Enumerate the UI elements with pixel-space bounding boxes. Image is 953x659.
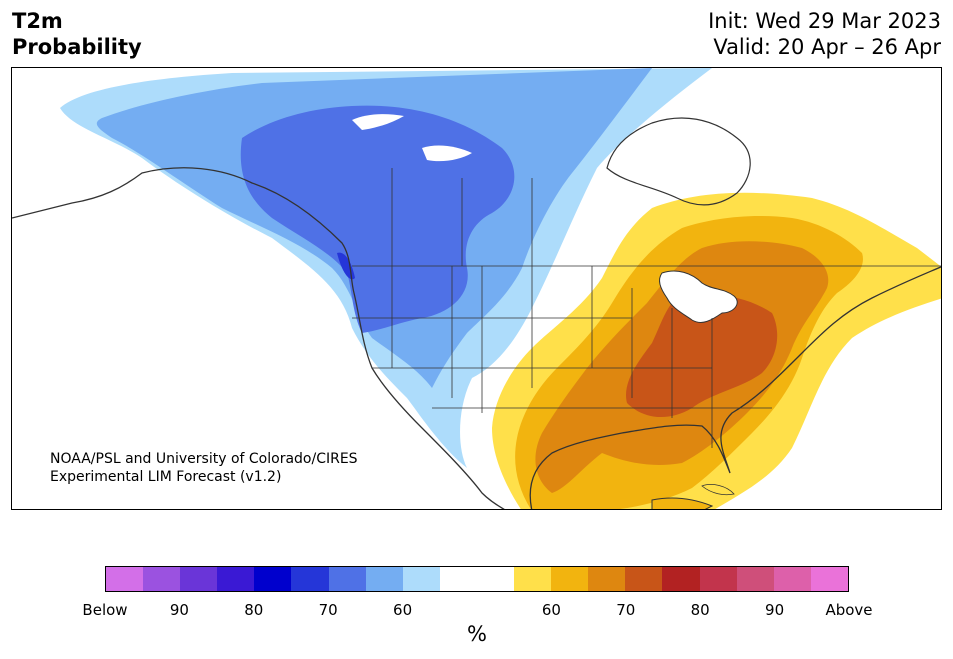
colorbar-tick-label: 70	[616, 601, 636, 619]
init-date: Init: Wed 29 Mar 2023	[708, 9, 941, 33]
colorbar-swatch-5	[291, 567, 329, 591]
colorbar-swatch-2	[180, 567, 218, 591]
great-bear-lake	[422, 145, 472, 162]
bahamas	[701, 484, 735, 496]
hudson-bay-coast	[606, 117, 751, 206]
colorbar	[105, 566, 849, 592]
colorbar-swatch-14	[625, 567, 663, 591]
colorbar-swatch-19	[810, 567, 848, 591]
colorbar-tick-label: 90	[169, 601, 189, 619]
colorbar-tick-label: 80	[244, 601, 264, 619]
warm-region-core	[626, 295, 778, 418]
colorbar-swatch-1	[143, 567, 181, 591]
colorbar-tick-label: 90	[765, 601, 785, 619]
state-borders	[352, 168, 941, 448]
colorbar-tick-label: 80	[690, 601, 710, 619]
north-america-map	[12, 68, 941, 509]
colorbar-tick-label: 60	[393, 601, 413, 619]
chart-title: T2m Probability	[12, 8, 142, 60]
colorbar-tick-label: 70	[318, 601, 338, 619]
title-line-1: T2m	[12, 9, 63, 33]
valid-range: Valid: 20 Apr – 26 Apr	[713, 35, 941, 59]
colorbar-swatch-11	[514, 567, 552, 591]
colorbar-swatch-10	[476, 567, 515, 591]
east-coastline	[529, 266, 941, 509]
colorbar-swatch-13	[588, 567, 626, 591]
colorbar-unit: %	[467, 622, 487, 646]
colorbar-swatch-3	[217, 567, 255, 591]
colorbar-swatch-16	[699, 567, 737, 591]
credit-line-2: Experimental LIM Forecast (v1.2)	[50, 469, 282, 485]
colorbar-swatch-12	[551, 567, 589, 591]
great-slave-lake	[352, 114, 404, 130]
colorbar-tick-label: 60	[541, 601, 561, 619]
cuba	[651, 497, 714, 509]
colorbar-swatch-15	[662, 567, 700, 591]
coastline	[12, 167, 505, 509]
credit-line-1: NOAA/PSL and University of Colorado/CIRE…	[50, 451, 358, 467]
colorbar-swatch-8	[402, 567, 440, 591]
colorbar-tick-label: Below	[82, 601, 128, 619]
colorbar-swatch-4	[254, 567, 292, 591]
colorbar-swatch-17	[736, 567, 774, 591]
colorbar-tick-label: Above	[825, 601, 873, 619]
colorbar-swatch-0	[106, 567, 144, 591]
credit-text: NOAA/PSL and University of Colorado/CIRE…	[50, 450, 358, 486]
colorbar-swatch-6	[328, 567, 366, 591]
colorbar-swatch-9	[439, 567, 477, 591]
title-line-2: Probability	[12, 35, 142, 59]
cold-region-80	[240, 105, 515, 333]
great-lakes	[659, 270, 738, 323]
colorbar-swatch-18	[773, 567, 811, 591]
map-panel: NOAA/PSL and University of Colorado/CIRE…	[11, 67, 942, 510]
forecast-dates: Init: Wed 29 Mar 2023 Valid: 20 Apr – 26…	[708, 8, 941, 60]
colorbar-swatch-7	[365, 567, 403, 591]
